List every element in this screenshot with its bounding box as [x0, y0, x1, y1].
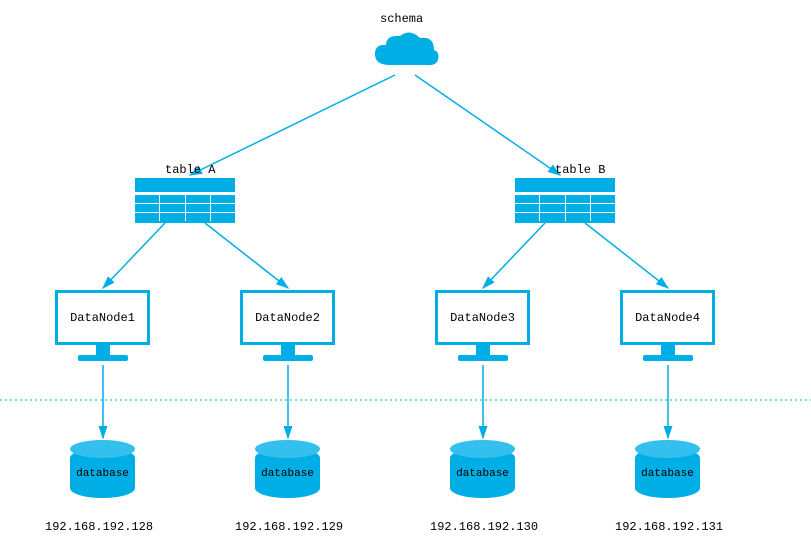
database-ip: 192.168.192.129: [235, 520, 343, 534]
table-label: table A: [165, 163, 215, 177]
database-icon: database: [255, 440, 320, 500]
database-ip: 192.168.192.130: [430, 520, 538, 534]
database-icon: database: [70, 440, 135, 500]
edge: [190, 75, 395, 175]
edge: [483, 223, 545, 288]
datanode-label: DataNode1: [55, 290, 150, 345]
datanode-label: DataNode4: [620, 290, 715, 345]
cloud-icon: [370, 30, 440, 75]
edge: [585, 223, 668, 288]
database-label: database: [70, 468, 135, 480]
table-icon: [135, 178, 235, 223]
database-label: database: [635, 468, 700, 480]
datanode-label: DataNode2: [240, 290, 335, 345]
edge: [205, 223, 288, 288]
datanode-label: DataNode3: [435, 290, 530, 345]
datanode-monitor: DataNode2: [240, 290, 335, 365]
database-ip: 192.168.192.131: [615, 520, 723, 534]
database-ip: 192.168.192.128: [45, 520, 153, 534]
diagram-root: schema table A table B DataNode1 DataNode2 D…: [0, 0, 811, 551]
database-label: database: [255, 468, 320, 480]
datanode-monitor: DataNode4: [620, 290, 715, 365]
datanode-monitor: DataNode1: [55, 290, 150, 365]
schema-label: schema: [380, 12, 423, 26]
edge: [103, 223, 165, 288]
database-icon: database: [635, 440, 700, 500]
edge: [415, 75, 560, 175]
database-icon: database: [450, 440, 515, 500]
database-label: database: [450, 468, 515, 480]
datanode-monitor: DataNode3: [435, 290, 530, 365]
table-icon: [515, 178, 615, 223]
table-label: table B: [555, 163, 605, 177]
